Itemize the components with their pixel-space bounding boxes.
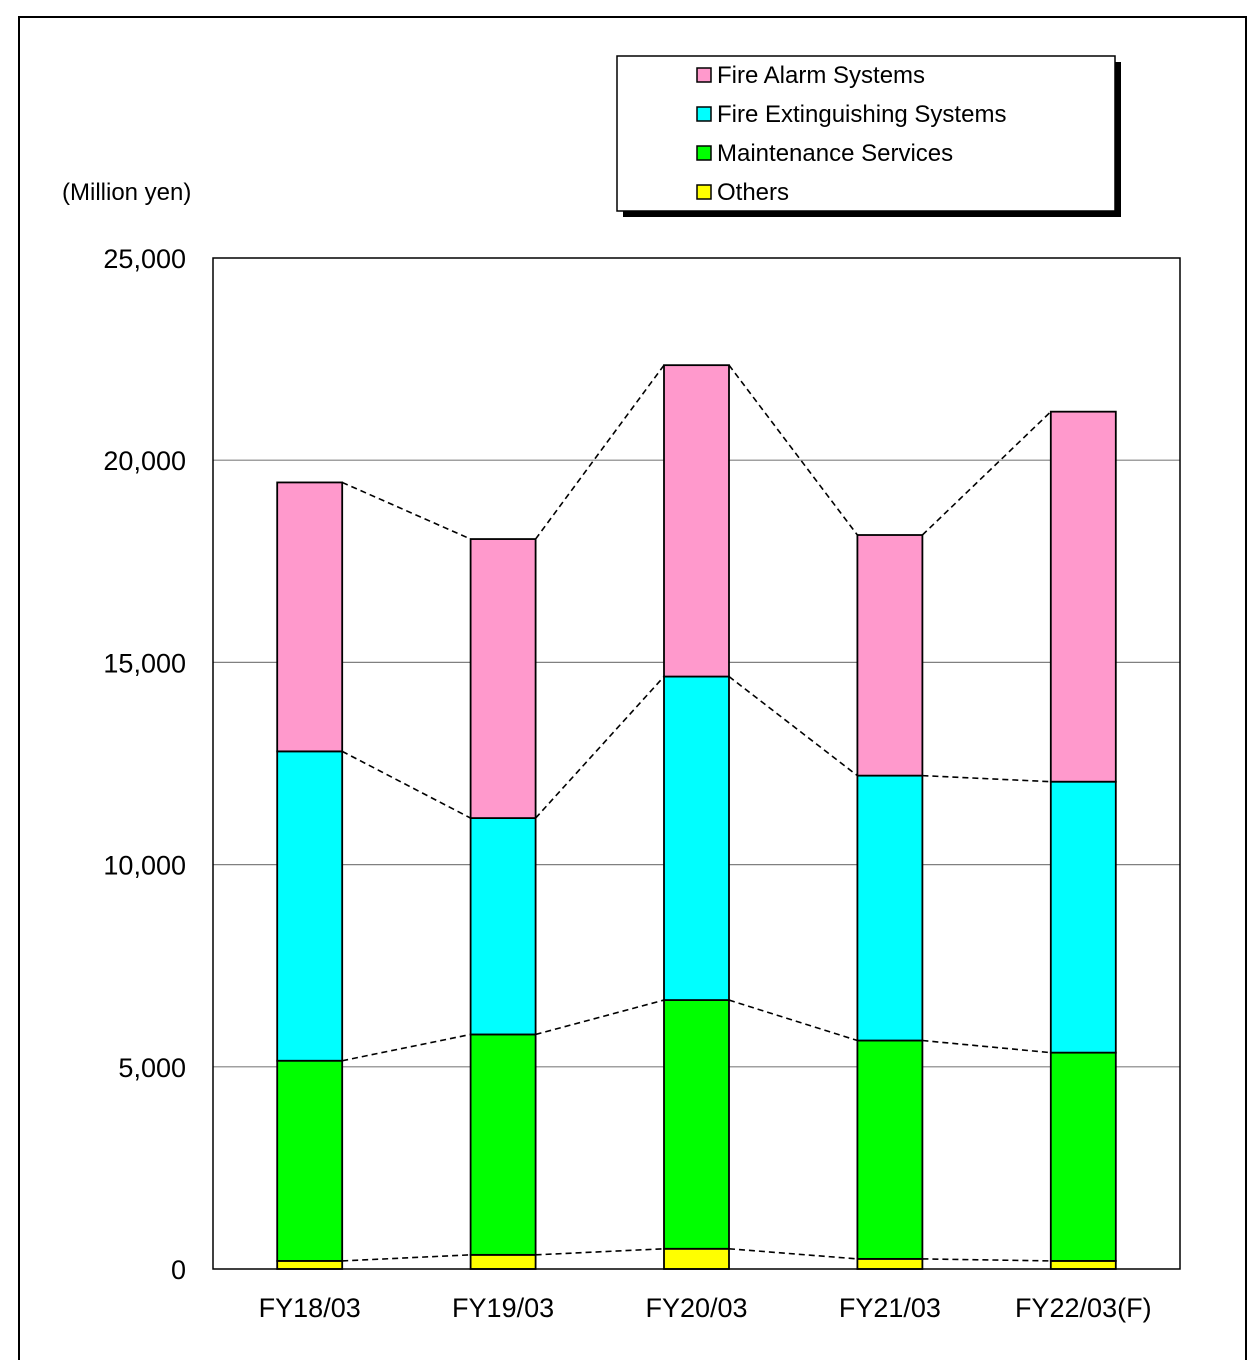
y-tick-label: 10,000 <box>103 851 186 881</box>
bar-fire-extinguishing-systems-fy18-03 <box>276 750 344 1062</box>
connector-lines <box>341 364 1052 1262</box>
legend-swatch-fire-alarm-systems <box>696 67 712 83</box>
bar-fire-alarm-systems-fy21-03 <box>856 534 924 777</box>
connector-line-fire-extinguishing-systems <box>922 774 1051 783</box>
x-tick-label: FY22/03(F) <box>1015 1293 1152 1323</box>
connector-line-others <box>535 1247 665 1256</box>
y-tick-label: 5,000 <box>118 1053 186 1083</box>
y-tick-label: 25,000 <box>103 244 186 274</box>
connector-line-fire-alarm-systems <box>341 481 471 540</box>
bars <box>276 364 1117 1270</box>
legend-label-others: Others <box>717 179 789 206</box>
bar-others-fy21-03 <box>856 1257 924 1270</box>
legend: Fire Alarm Systems Fire Extinguishing Sys… <box>616 55 1121 217</box>
connector-line-fire-extinguishing-systems <box>535 676 665 819</box>
x-tick-label: FY19/03 <box>452 1293 554 1323</box>
y-tick-label: 0 <box>171 1255 186 1285</box>
x-tick-label: FY18/03 <box>259 1293 361 1323</box>
bar-fire-extinguishing-systems-fy19-03 <box>469 817 537 1036</box>
bar-fire-alarm-systems-fy22-03-f <box>1049 410 1117 783</box>
chart-frame <box>18 16 1247 1360</box>
x-tick-label: FY21/03 <box>839 1293 941 1323</box>
bar-maintenance-services-fy20-03 <box>663 999 730 1250</box>
legend-swatch-maintenance-services <box>696 145 712 161</box>
y-tick-label: 15,000 <box>103 648 186 678</box>
connector-line-fire-alarm-systems <box>921 411 1052 536</box>
connector-line-maintenance-services <box>535 999 665 1036</box>
bar-fire-extinguishing-systems-fy22-03-f <box>1049 780 1117 1054</box>
connector-line-maintenance-services <box>922 1039 1051 1054</box>
connector-line-maintenance-services <box>342 1033 471 1062</box>
connector-line-fire-alarm-systems <box>728 364 859 536</box>
legend-swatch-others <box>696 184 712 200</box>
connector-line-fire-alarm-systems <box>534 364 665 540</box>
connector-line-others <box>342 1254 471 1262</box>
bar-others-fy19-03 <box>469 1253 537 1270</box>
connector-line-fire-extinguishing-systems <box>341 750 471 819</box>
x-axis-ticks: FY18/03 FY19/03 FY20/03 FY21/03 FY22/03(F) <box>259 1293 1152 1323</box>
bar-others-fy18-03 <box>276 1260 344 1270</box>
connector-line-maintenance-services <box>728 999 858 1042</box>
legend-swatch-fire-extinguishing-systems <box>696 106 712 122</box>
connector-line-others <box>728 1247 858 1260</box>
bar-maintenance-services-fy19-03 <box>469 1033 537 1256</box>
legend-label-fire-alarm-systems: Fire Alarm Systems <box>717 62 925 89</box>
y-tick-label: 20,000 <box>103 446 186 476</box>
plot-area-border <box>212 257 1181 1270</box>
connector-line-others <box>922 1258 1051 1262</box>
bar-maintenance-services-fy18-03 <box>276 1059 344 1262</box>
bar-fire-alarm-systems-fy18-03 <box>276 481 344 753</box>
connector-line-fire-extinguishing-systems <box>728 675 858 777</box>
legend-label-maintenance-services: Maintenance Services <box>717 140 953 167</box>
unit-label: (Million yen) <box>62 179 191 206</box>
bar-others-fy22-03-f <box>1049 1260 1117 1270</box>
x-tick-label: FY20/03 <box>645 1293 747 1323</box>
y-axis-ticks: 0 5,000 10,000 15,000 20,000 25,000 <box>103 244 186 1285</box>
bar-fire-extinguishing-systems-fy20-03 <box>663 675 730 1001</box>
bar-fire-alarm-systems-fy19-03 <box>469 538 537 819</box>
bar-maintenance-services-fy22-03-f <box>1049 1051 1117 1262</box>
bar-others-fy20-03 <box>663 1247 730 1270</box>
bar-maintenance-services-fy21-03 <box>856 1039 924 1260</box>
legend-label-fire-extinguishing-systems: Fire Extinguishing Systems <box>717 101 1006 128</box>
bar-fire-extinguishing-systems-fy21-03 <box>856 774 924 1042</box>
bar-fire-alarm-systems-fy20-03 <box>663 364 730 678</box>
